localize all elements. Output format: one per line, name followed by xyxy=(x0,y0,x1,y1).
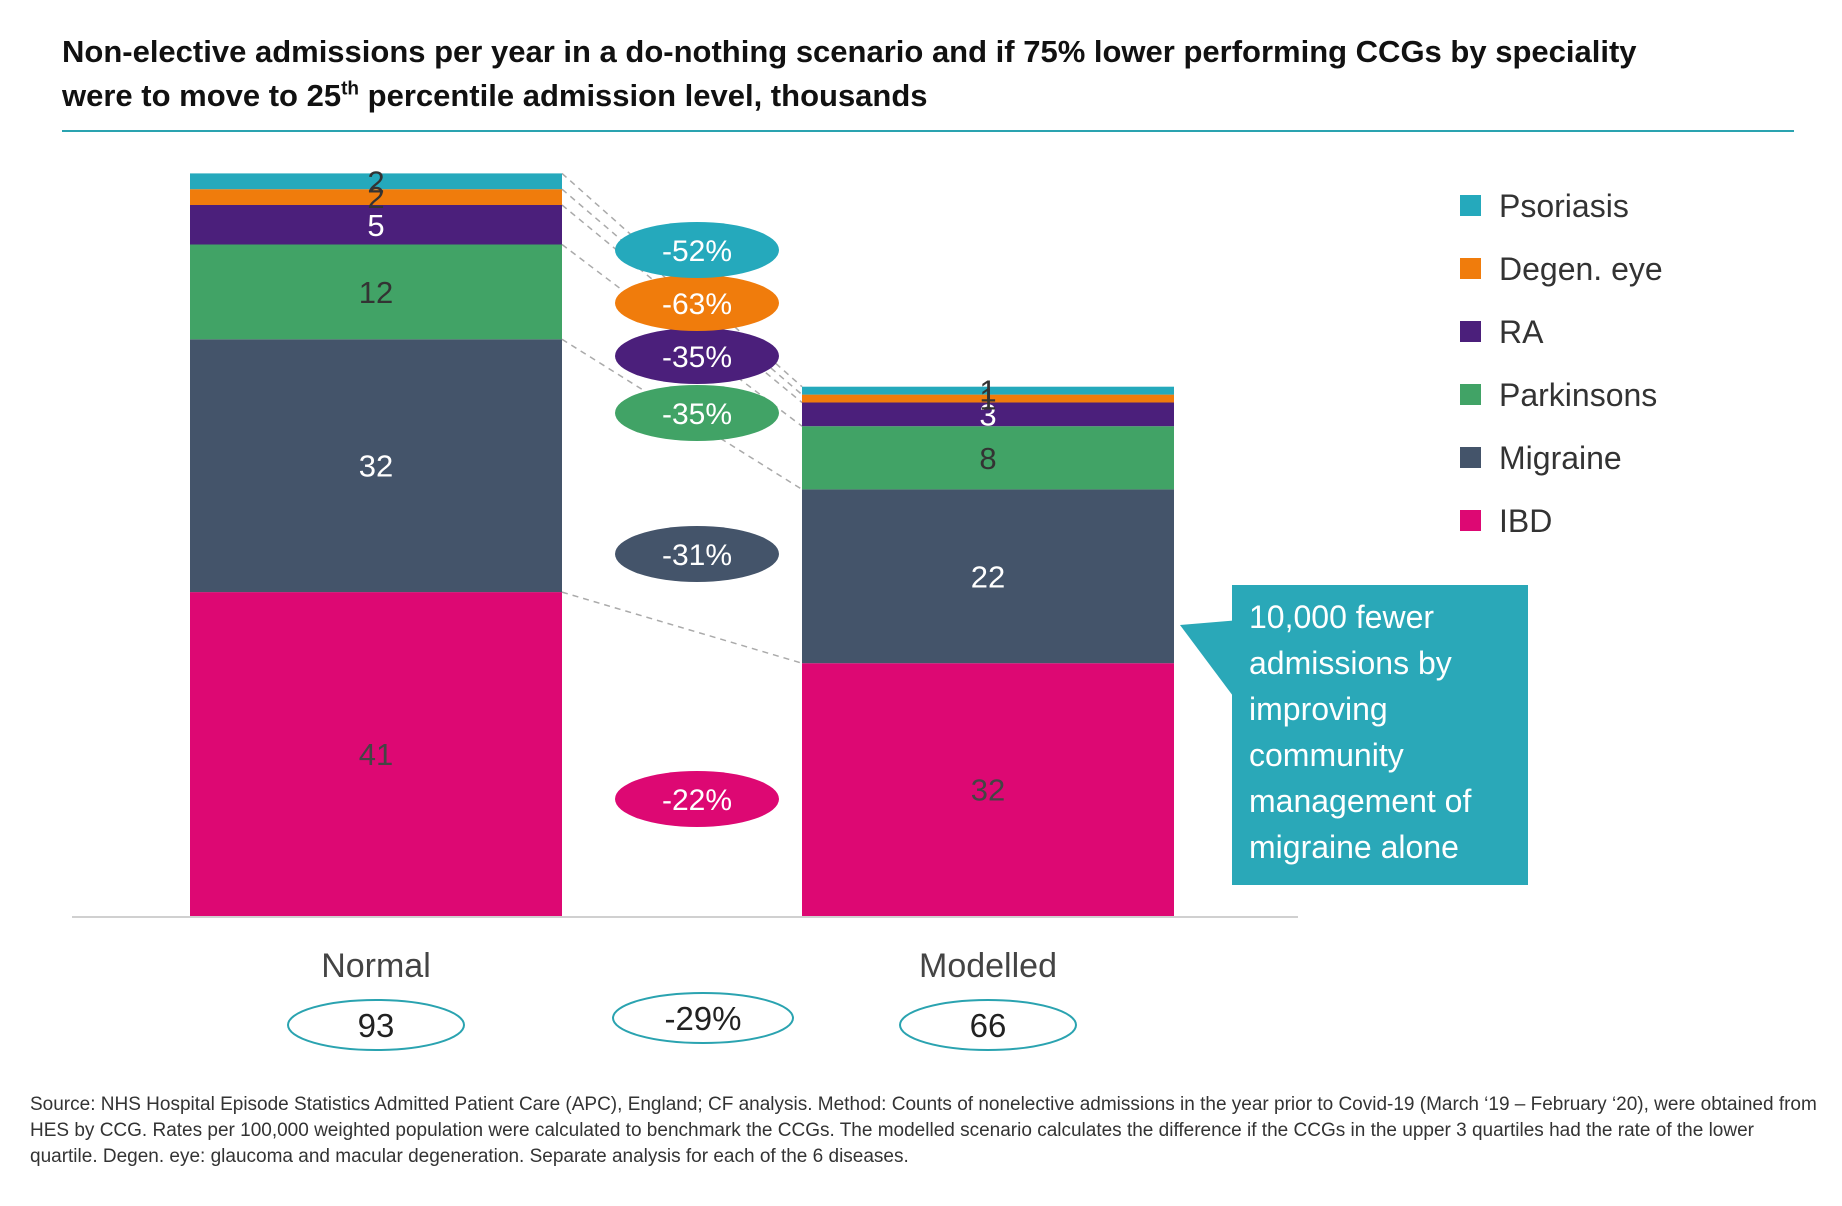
title-line-1: Non-elective admissions per year in a do… xyxy=(62,34,1637,69)
segment-label-modelled-ra: 3 xyxy=(979,397,996,432)
legend-label-ibd: IBD xyxy=(1499,503,1552,539)
change-label-ra: -35% xyxy=(662,341,732,374)
segment-label-modelled-ibd: 32 xyxy=(971,773,1005,808)
segment-label-normal-parkinsons: 12 xyxy=(359,275,393,310)
bar-modelled-ra xyxy=(802,402,1174,427)
change-label-migraine: -31% xyxy=(662,539,732,572)
legend-swatch-degen-eye xyxy=(1460,258,1481,279)
change-oval-ra xyxy=(615,328,779,384)
legend-label-migraine: Migraine xyxy=(1499,440,1622,476)
change-ovals: -22% -31% -35% -35% -63% -52% xyxy=(615,222,779,827)
legend-swatch-ra xyxy=(1460,321,1481,342)
segment-label-normal-psoriasis: 2 xyxy=(367,164,384,199)
legend-swatch-migraine xyxy=(1460,447,1481,468)
callout-pointer xyxy=(1180,620,1240,700)
bar-normal-migraine xyxy=(190,339,562,593)
bar-modelled-ibd xyxy=(802,663,1174,916)
legend-swatch-ibd xyxy=(1460,510,1481,531)
title-superscript: th xyxy=(341,78,360,100)
title-line-2-end: percentile admission level, thousands xyxy=(359,78,928,113)
legend-label-parkinsons: Parkinsons xyxy=(1499,377,1657,413)
callout-line-6: migraine alone xyxy=(1249,829,1459,865)
segment-label-normal-migraine: 32 xyxy=(359,449,393,484)
bar-normal-ra xyxy=(190,205,562,245)
legend-swatch-parkinsons xyxy=(1460,384,1481,405)
title-divider xyxy=(62,130,1794,132)
change-oval-migraine xyxy=(615,526,779,582)
category-labels: Normal Modelled xyxy=(321,947,1057,985)
source-note: Source: NHS Hospital Episode Statistics … xyxy=(30,1094,1817,1167)
change-oval-psoriasis xyxy=(615,222,779,278)
bar-normal-parkinsons xyxy=(190,244,562,340)
segment-label-normal-ibd: 41 xyxy=(359,737,393,772)
total-change-label: -29% xyxy=(664,1000,741,1037)
change-label-degen-eye: -63% xyxy=(662,288,732,321)
segment-label-normal-degen-eye: 2 xyxy=(367,180,384,215)
change-oval-degen-eye xyxy=(615,275,779,331)
total-oval-normal xyxy=(287,999,465,1051)
legend-label-psoriasis: Psoriasis xyxy=(1499,188,1629,224)
legend-label-ra: RA xyxy=(1499,314,1544,350)
title-line-2-start: were to move to 25 xyxy=(62,78,342,113)
total-label-normal: 93 xyxy=(358,1007,395,1044)
change-label-psoriasis: -52% xyxy=(662,235,732,268)
category-label-modelled: Modelled xyxy=(919,947,1057,985)
callout-line-3: improving xyxy=(1249,691,1388,727)
connector-migraine xyxy=(561,338,803,491)
chart-title: Non-elective admissions per year in a do… xyxy=(62,30,1802,118)
legend: Psoriasis Degen. eye RA Parkinsons Migraine I… xyxy=(1460,188,1663,539)
bar-modelled-parkinsons xyxy=(802,426,1174,490)
change-label-parkinsons: -35% xyxy=(662,398,732,431)
change-oval-ibd xyxy=(615,771,779,827)
segment-label-modelled-migraine: 22 xyxy=(971,559,1005,594)
bar-modelled-psoriasis xyxy=(802,386,1174,395)
segment-label-modelled-parkinsons: 8 xyxy=(979,441,996,476)
legend-swatch-psoriasis xyxy=(1460,195,1481,216)
total-ovals: 93 66 -29% xyxy=(287,992,1077,1051)
callout-box xyxy=(1232,585,1528,885)
bar-modelled-degen-eye xyxy=(802,394,1174,403)
connector-ibd xyxy=(561,591,803,664)
total-change-oval xyxy=(612,992,794,1044)
category-label-normal: Normal xyxy=(321,947,431,985)
callout-line-1: 10,000 fewer xyxy=(1249,599,1434,635)
bar-modelled-migraine xyxy=(802,489,1174,664)
callout-line-2: admissions by xyxy=(1249,645,1452,681)
callout-line-5: management of xyxy=(1249,783,1471,819)
bar-normal-psoriasis xyxy=(190,173,562,190)
total-label-modelled: 66 xyxy=(970,1007,1007,1044)
segment-label-modelled-degen-eye: 1 xyxy=(979,382,996,417)
migraine-callout: 10,000 fewer admissions by improving commun… xyxy=(1180,585,1528,885)
bars xyxy=(190,173,1174,916)
bar-normal-ibd xyxy=(190,592,562,916)
change-label-ibd: -22% xyxy=(662,784,732,817)
callout-line-4: community xyxy=(1249,737,1404,773)
total-oval-modelled xyxy=(899,999,1077,1051)
segment-label-normal-ra: 5 xyxy=(367,208,384,243)
segment-label-modelled-psoriasis: 1 xyxy=(979,374,996,409)
change-oval-parkinsons xyxy=(615,385,779,441)
bar-normal-degen-eye xyxy=(190,189,562,205)
legend-label-degen-eye: Degen. eye xyxy=(1499,251,1663,287)
